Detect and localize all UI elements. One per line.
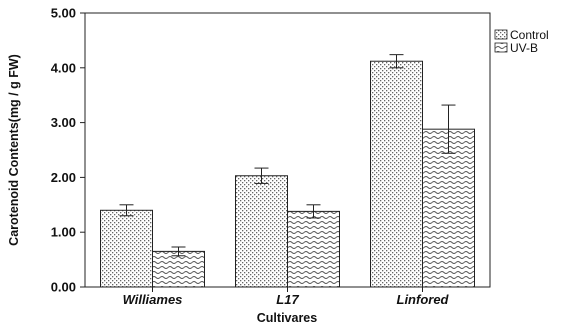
x-axis: Williames L17 Linfored xyxy=(123,287,450,307)
y-tick-label: 1.00 xyxy=(51,225,76,240)
bar-uv-b-williames xyxy=(153,251,205,287)
bars xyxy=(101,61,475,287)
legend-label-control: Control xyxy=(510,28,549,42)
y-axis: 0.00 1.00 2.00 3.00 4.00 5.00 xyxy=(51,6,85,295)
x-tick-label: Linfored xyxy=(397,292,450,307)
x-axis-title: Cultivares xyxy=(257,311,317,325)
y-tick-label: 4.00 xyxy=(51,60,76,75)
x-tick-label: Williames xyxy=(123,292,183,307)
legend-swatch-uv-b xyxy=(495,43,507,52)
y-axis-title: Carotenoid Contents(mg / g FW) xyxy=(7,54,21,246)
y-tick-label: 0.00 xyxy=(51,280,76,295)
bar-control-williames xyxy=(101,210,153,287)
y-tick-label: 5.00 xyxy=(51,6,76,21)
legend-label-uv-b: UV-B xyxy=(510,41,538,55)
y-tick-label: 3.00 xyxy=(51,115,76,130)
x-tick-label: L17 xyxy=(276,292,299,307)
bar-uv-b-l17 xyxy=(288,211,340,287)
legend-swatch-control xyxy=(495,30,507,39)
bar-control-linfored xyxy=(371,61,423,287)
bar-control-l17 xyxy=(236,176,288,287)
y-tick-label: 2.00 xyxy=(51,170,76,185)
